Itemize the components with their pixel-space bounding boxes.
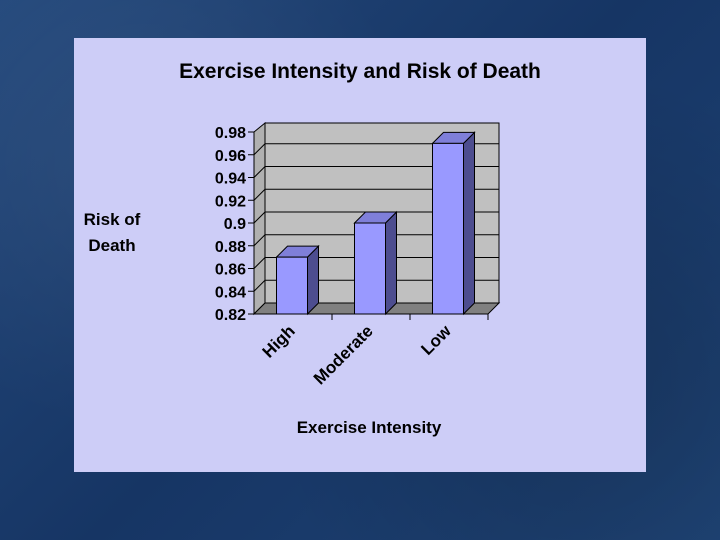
x-axis-title: Exercise Intensity — [297, 418, 442, 437]
bar-high — [276, 256, 308, 315]
gridline — [253, 166, 499, 178]
bar-low — [432, 142, 464, 315]
y-tick-label: 0.84 — [215, 284, 246, 301]
y-tick-label: 0.92 — [215, 193, 246, 210]
y-tick-label: 0.96 — [215, 148, 246, 165]
bar-side-high — [307, 244, 319, 316]
gridline — [253, 279, 499, 292]
x-tick-label-high: High — [259, 321, 299, 361]
gridline — [253, 211, 499, 224]
chart-title: Exercise Intensity and Risk of Death — [179, 60, 541, 83]
y-tick-label: 0.94 — [215, 171, 246, 188]
gridline — [253, 143, 499, 156]
gridline — [253, 257, 499, 269]
y-tick-label: 0.9 — [224, 216, 246, 233]
bar-side-low — [463, 131, 475, 316]
y-tick-label: 0.88 — [215, 239, 246, 256]
gridline — [253, 234, 499, 247]
x-tick-label-low: Low — [417, 321, 455, 359]
bar-moderate — [354, 222, 386, 315]
y-axis-title-line-1: Risk of — [84, 210, 141, 229]
y-tick-label: 0.82 — [215, 307, 246, 324]
gridline — [253, 188, 499, 201]
bar-side-moderate — [385, 210, 397, 316]
y-tick-label: 0.98 — [215, 125, 246, 142]
x-tick-label-moderate: Moderate — [310, 321, 377, 388]
plot-area: 0.98 0.96 0.94 0.92 0.9 0.88 0.86 0.84 0.82 High M… — [215, 121, 501, 388]
y-axis-title-line-2: Death — [88, 236, 135, 255]
y-tick-label: 0.86 — [215, 262, 246, 279]
